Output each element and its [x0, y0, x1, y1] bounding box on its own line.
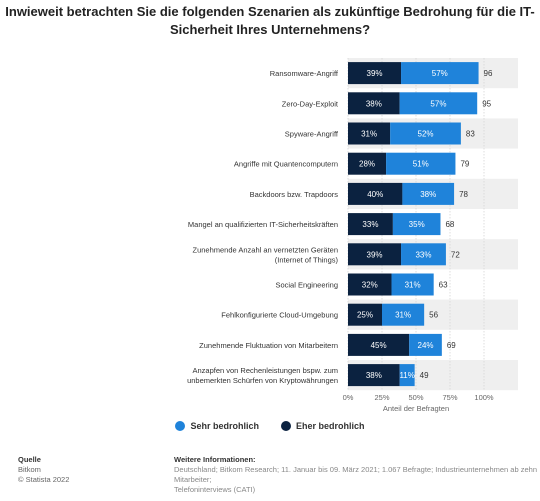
legend-marker-eher	[281, 421, 291, 431]
info-block: Weitere Informationen: Deutschland; Bitk…	[174, 455, 538, 495]
bar-eher	[348, 364, 400, 387]
bar-sehr	[402, 182, 455, 205]
chart-area: 39% 57% 96 38% 57% 95 31% 52% 83 28% 51% 79 40% 38% 78…	[187, 58, 518, 413]
data-label-total: 68	[445, 220, 454, 229]
data-label-total: 63	[439, 281, 448, 290]
legend-item-sehr[interactable]: Sehr bedrohlich	[175, 421, 259, 431]
category-label: Fehlkonfigurierte Cloud-Umgebung	[221, 311, 338, 320]
data-label-eher: 32%	[362, 281, 378, 290]
category-label: Mangel an qualifizierten IT-Sicherheitsk…	[188, 220, 338, 229]
data-label-total: 78	[459, 190, 468, 199]
source-heading: Quelle	[18, 455, 41, 464]
bar-sehr	[391, 273, 434, 296]
data-label-eher: 39%	[367, 250, 383, 259]
bar-sehr	[401, 243, 446, 266]
x-tick-label: 75%	[442, 393, 457, 402]
x-tick-label: 50%	[408, 393, 423, 402]
bar-eher	[348, 213, 393, 236]
data-label-sehr: 38%	[420, 190, 436, 199]
data-label-sehr: 24%	[418, 341, 434, 350]
data-label-eher: 40%	[367, 190, 383, 199]
data-label-eher: 33%	[362, 220, 378, 229]
data-label-sehr: 35%	[409, 220, 425, 229]
data-label-sehr: 11%	[399, 371, 414, 380]
category-label: Spyware-Angriff	[285, 130, 339, 139]
data-label-sehr: 51%	[413, 160, 429, 169]
data-label-total: 49	[420, 371, 429, 380]
data-label-total: 96	[484, 69, 493, 78]
legend-marker-sehr	[175, 421, 186, 431]
info-text-2: Telefoninterviews (CATI)	[174, 485, 256, 494]
bar-eher	[348, 243, 402, 266]
info-heading: Weitere Informationen:	[174, 455, 256, 464]
bar-sehr	[392, 213, 441, 236]
chart-title-line-1: Inwieweit betrachten Sie die folgenden S…	[5, 4, 535, 19]
x-tick-label: 25%	[374, 393, 389, 402]
data-label-sehr: 57%	[430, 99, 446, 108]
data-label-eher: 28%	[359, 160, 375, 169]
category-label: Anzapfen von Rechenleistungen bspw. zum	[192, 366, 338, 375]
source-block: Quelle Bitkom © Statista 2022	[18, 455, 69, 485]
data-label-eher: 38%	[366, 99, 382, 108]
chart-title-line-2: Sicherheit Ihres Unternehmens?	[169, 22, 371, 37]
legend-label-eher: Eher bedrohlich	[296, 421, 365, 431]
bar-sehr	[401, 62, 479, 85]
category-label: Zunehmende Anzahl an vernetzten Geräten	[192, 245, 338, 254]
bar-sehr	[409, 333, 442, 356]
category-labels: Ransomware-Angriff Zero-Day-Exploit Spywar…	[187, 69, 339, 385]
bar-sehr	[399, 364, 415, 387]
bar-eher	[348, 152, 387, 175]
data-label-sehr: 57%	[432, 69, 448, 78]
x-tick-label: 100%	[474, 393, 494, 402]
data-label-total: 83	[466, 130, 475, 139]
data-label-total: 56	[429, 311, 438, 320]
legend: Sehr bedrohlich Eher bedrohlich	[0, 421, 540, 431]
category-label: Angriffe mit Quantencomputern	[234, 160, 338, 169]
data-label-eher: 31%	[361, 130, 377, 139]
category-label: unbemerkten Schürfen von Kryptowährungen	[187, 376, 338, 385]
x-axis-ticks: 0% 25% 50% 75% 100%	[343, 393, 494, 402]
category-label: Ransomware-Angriff	[270, 69, 339, 78]
category-label: Social Engineering	[275, 281, 338, 290]
bar-eher	[348, 303, 382, 326]
data-label-eher: 25%	[357, 311, 373, 320]
bar-eher	[348, 92, 400, 115]
data-label-eher: 45%	[371, 341, 387, 350]
data-label-eher: 39%	[367, 69, 383, 78]
bars: 39% 57% 96 38% 57% 95 31% 52% 83 28% 51% 79 40% 38% 78…	[348, 62, 493, 387]
category-label: Zero-Day-Exploit	[282, 99, 339, 108]
bar-sehr	[386, 152, 456, 175]
info-text-1: Deutschland; Bitkom Research; 11. Januar…	[174, 465, 537, 484]
bar-eher	[348, 333, 410, 356]
legend-label-sehr: Sehr bedrohlich	[190, 421, 259, 431]
data-label-sehr: 52%	[418, 130, 434, 139]
source-name[interactable]: Bitkom	[18, 465, 41, 474]
data-label-sehr: 31%	[395, 311, 411, 320]
data-label-total: 79	[460, 160, 469, 169]
bar-sehr	[390, 122, 461, 145]
x-axis-label: Anteil der Befragten	[383, 404, 449, 413]
data-label-sehr: 31%	[405, 281, 421, 290]
legend-item-eher[interactable]: Eher bedrohlich	[281, 421, 365, 431]
data-label-total: 69	[447, 341, 456, 350]
category-label: (Internet of Things)	[275, 255, 339, 264]
chart-title: Inwieweit betrachten Sie die folgenden S…	[0, 3, 540, 39]
category-label: Zunehmende Fluktuation von Mitarbeitern	[199, 341, 338, 350]
x-tick-label: 0%	[343, 393, 354, 402]
data-label-eher: 38%	[366, 371, 382, 380]
copyright: © Statista 2022	[18, 475, 70, 484]
category-label: Backdoors bzw. Trapdoors	[250, 190, 339, 199]
bar-eher	[348, 273, 392, 296]
bar-eher	[348, 182, 403, 205]
data-label-sehr: 33%	[415, 250, 431, 259]
bar-eher	[348, 62, 402, 85]
data-label-total: 95	[482, 99, 491, 108]
bar-eher	[348, 122, 391, 145]
data-label-total: 72	[451, 250, 460, 259]
bar-sehr	[399, 92, 478, 115]
bar-sehr	[382, 303, 425, 326]
